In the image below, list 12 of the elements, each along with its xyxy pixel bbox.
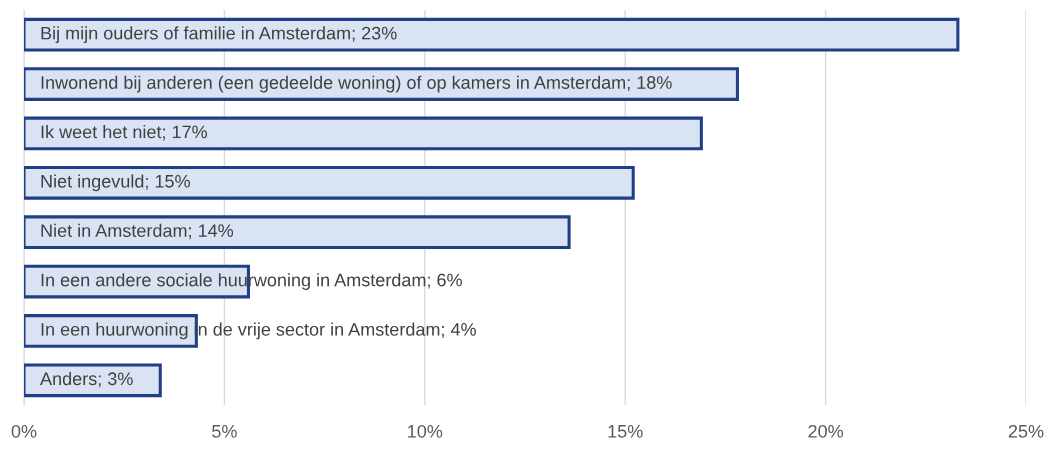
y-tick-label: Niet ingevuld; 15% bbox=[41, 174, 190, 192]
y-tick-label: Bij mijn ouders of familie in Amsterdam; 23% bbox=[41, 26, 397, 44]
x-tick-label: 5% bbox=[212, 425, 237, 438]
y-tick-label: Inwonend bij anderen (een gedeelde woning) of op kamers in Amsterdam; 18% bbox=[41, 75, 672, 93]
y-tick-label: Anders; 3% bbox=[40, 371, 133, 388]
x-tick-label: 0% bbox=[11, 424, 37, 438]
x-tick-label: 15% bbox=[608, 425, 643, 438]
y-tick-label: Niet in Amsterdam; 14% bbox=[41, 223, 234, 240]
y-tick-label: Ik weet het niet; 17% bbox=[41, 125, 207, 141]
x-tick-label: 25% bbox=[1008, 424, 1044, 438]
x-tick-label: 10% bbox=[408, 424, 443, 438]
x-tick-label: 20% bbox=[808, 424, 844, 438]
